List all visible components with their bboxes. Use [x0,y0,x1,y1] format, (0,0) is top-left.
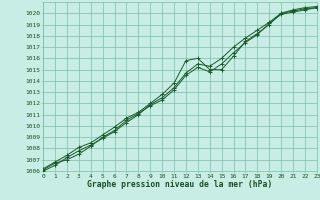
X-axis label: Graphe pression niveau de la mer (hPa): Graphe pression niveau de la mer (hPa) [87,180,273,189]
